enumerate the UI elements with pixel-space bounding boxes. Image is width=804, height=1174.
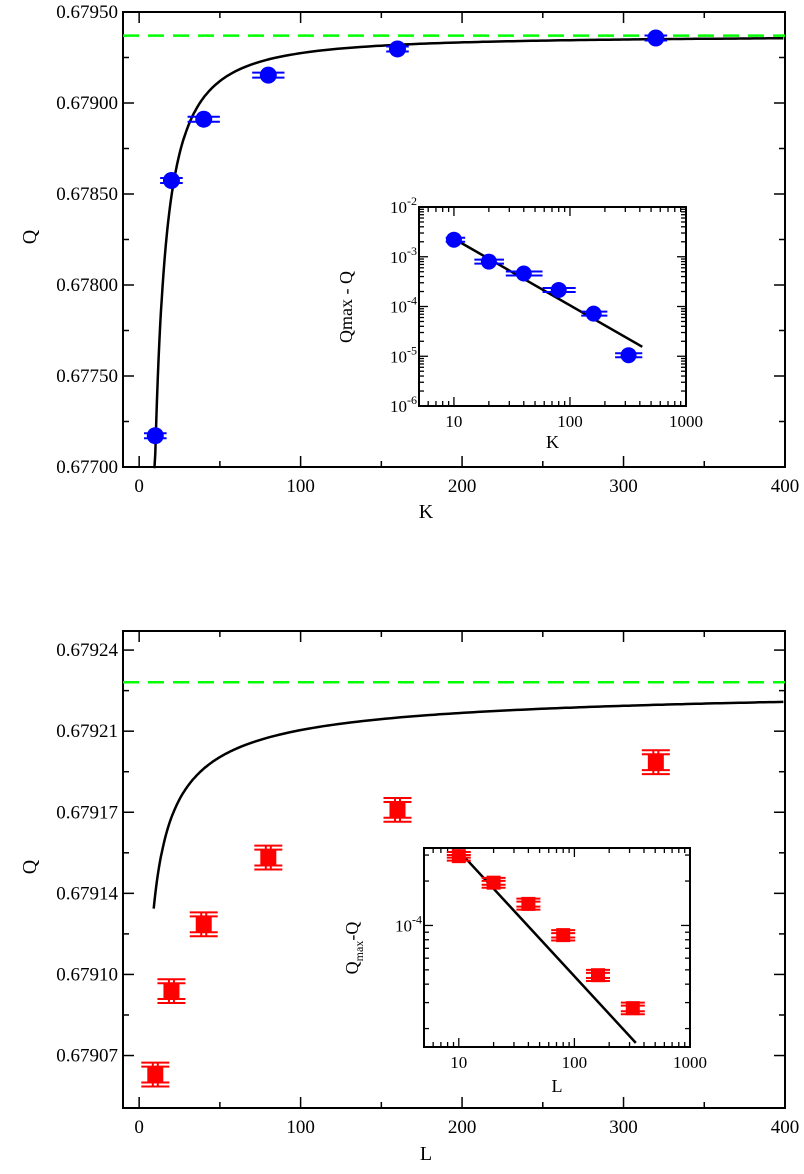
inset-y-tick-label: 10-3 <box>390 244 417 267</box>
x-tick-label: 0 <box>134 1117 144 1138</box>
data-point <box>647 754 664 771</box>
inset-y-label-tail: -Q <box>342 922 362 941</box>
data-point <box>260 849 277 866</box>
x-tick-label: 400 <box>771 1117 800 1138</box>
inset-data-point <box>620 347 637 364</box>
inset-y-tick-label-exp: -3 <box>407 244 417 258</box>
inset-frame <box>423 847 691 1048</box>
x-tick-label: 0 <box>134 476 144 497</box>
inset-y-tick-label-base: 10 <box>390 397 407 416</box>
x-tick-label: 200 <box>448 1117 477 1138</box>
inset-data-point <box>515 265 532 282</box>
chart-bottom: 0 100 200 300 400 0.67907 0.67910 0.67914 0.6791… <box>19 630 800 1165</box>
y-tick-label: 0.67907 <box>56 1046 118 1067</box>
inset-frame <box>418 206 687 407</box>
x-axis-label: K <box>419 501 434 523</box>
inset-y-label-sub: max <box>352 941 366 962</box>
data-point <box>162 172 180 190</box>
y-tick-label: 0.67910 <box>56 964 118 985</box>
data-point <box>195 916 212 933</box>
inset-y-tick-label-base: 10 <box>390 347 407 366</box>
x-tick-label: 200 <box>448 476 477 497</box>
x-tick-label: 400 <box>771 476 800 497</box>
data-point <box>147 1066 164 1083</box>
inset-x-tick-label: 100 <box>557 412 583 431</box>
inset-y-tick-label: 10-6 <box>390 393 417 416</box>
inset-data-point <box>486 875 501 890</box>
fit-curve <box>153 37 784 469</box>
inset-data-point <box>585 305 602 322</box>
y-tick-label: 0.67950 <box>56 2 118 23</box>
inset-y-axis-label: Qmax-Q <box>342 922 366 975</box>
inset-data-point <box>625 1001 640 1016</box>
inset-x-tick-label: 1000 <box>669 412 703 431</box>
inset-y-tick-label: 10-2 <box>390 194 417 217</box>
x-tick-label: 100 <box>286 476 315 497</box>
inset-y-tick-label: 10-4 <box>390 294 417 317</box>
inset-y-tick-label: 10-5 <box>390 343 417 366</box>
inset-y-tick-label-exp: -2 <box>407 194 417 208</box>
data-point <box>388 40 406 58</box>
y-tick-label: 0.67850 <box>56 184 118 205</box>
inset-x-tick-label: 10 <box>450 1053 467 1072</box>
inset-y-axis-label: Qmax - Q <box>336 271 356 343</box>
y-tick-label: 0.67750 <box>56 366 118 387</box>
x-tick-label: 300 <box>609 1117 638 1138</box>
inset-x-axis-label: K <box>546 432 559 452</box>
data-point <box>146 427 164 445</box>
inset-data-point <box>451 849 466 864</box>
inset-x-tick-label: 1000 <box>673 1053 707 1072</box>
inset-y-tick-label-base: 10 <box>390 298 407 317</box>
y-tick-label: 0.67900 <box>56 93 118 114</box>
y-tick-label: 0.67800 <box>56 275 118 296</box>
inset-y-tick-label-base: 10 <box>395 916 412 935</box>
y-tick-label: 0.67917 <box>56 802 118 823</box>
x-tick-label: 100 <box>286 1117 315 1138</box>
y-tick-label: 0.67924 <box>56 640 118 661</box>
y-tick-label: 0.67700 <box>56 457 118 478</box>
inset-data-point <box>556 928 571 943</box>
inset-x-tick-label: 100 <box>562 1053 588 1072</box>
inset-y-tick-label-base: 10 <box>390 248 407 267</box>
inset-x-axis-label: L <box>552 1076 563 1096</box>
y-axis-label: Q <box>19 859 41 874</box>
inset-data-point <box>590 968 605 983</box>
inset-y-tick-label-exp: -4 <box>412 912 422 926</box>
inset-data-point <box>550 281 567 298</box>
chart-top: 0 100 200 300 400 0.67700 0.67750 0.67800 0.6785… <box>19 2 799 523</box>
inset-y-tick-label: 10-4 <box>395 912 422 935</box>
inset-y-label-main: Q <box>342 961 362 974</box>
inset-data-point <box>480 253 497 270</box>
inset-y-tick-label-base: 10 <box>390 198 407 217</box>
data-point <box>389 801 406 818</box>
inset-data-point <box>521 896 536 911</box>
inset-data-point <box>445 231 462 248</box>
data-point <box>259 66 277 84</box>
y-axis-label: Q <box>19 229 41 244</box>
inset-x-tick-label: 10 <box>445 412 462 431</box>
x-tick-label: 300 <box>609 476 638 497</box>
y-tick-label: 0.67921 <box>56 721 118 742</box>
data-point <box>647 29 665 47</box>
data-point <box>163 983 180 1000</box>
fit-curve <box>152 700 784 909</box>
inset-y-tick-label-exp: -4 <box>407 294 417 308</box>
inset-y-tick-label-exp: -5 <box>407 343 417 357</box>
inset-y-tick-label-exp: -6 <box>407 393 417 407</box>
x-axis-label: L <box>420 1143 432 1165</box>
y-tick-label: 0.67914 <box>56 883 118 904</box>
data-point <box>195 110 213 128</box>
